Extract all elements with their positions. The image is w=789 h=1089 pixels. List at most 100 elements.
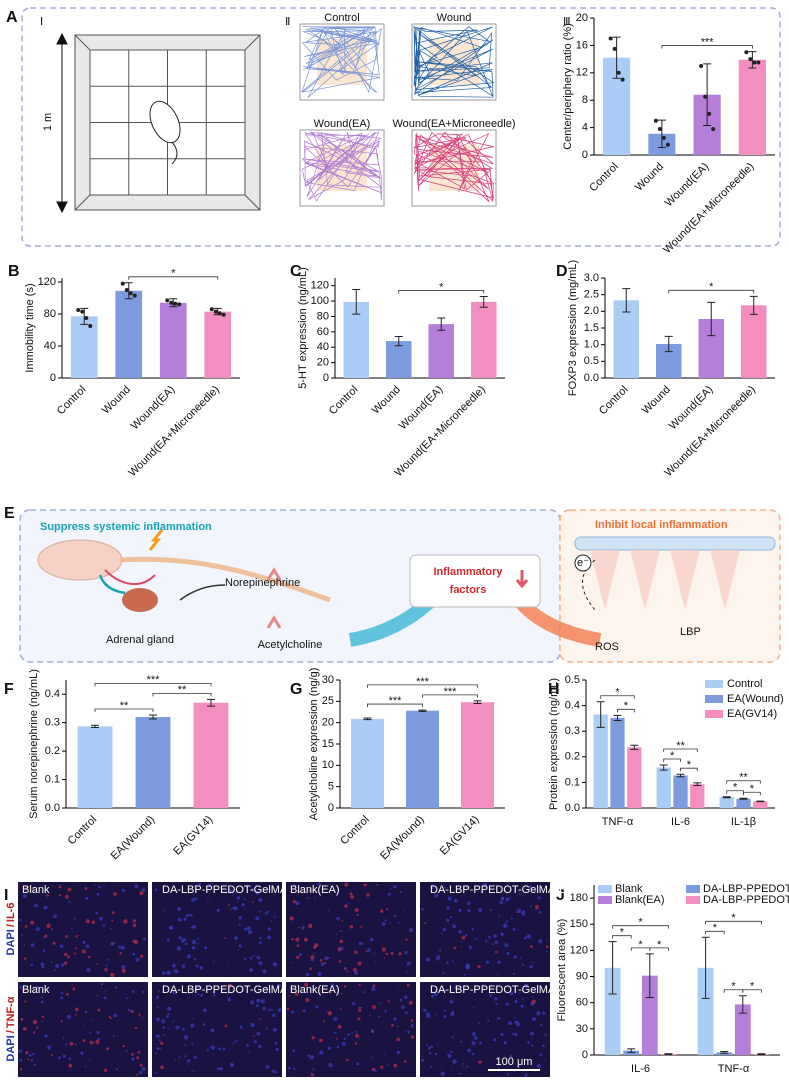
micrograph-texture [250, 888, 255, 892]
micrograph-texture [317, 882, 321, 886]
row-label: DAPI /IL-6 [5, 903, 17, 956]
micrograph-texture [446, 918, 450, 922]
legend-label: EA(GV14) [727, 708, 777, 720]
micrograph-texture [275, 1047, 279, 1052]
micrograph-texture [506, 1073, 509, 1076]
micrograph-texture [95, 911, 99, 915]
micrograph-texture [141, 888, 146, 893]
x-tick-label: Control [66, 814, 100, 848]
error-bar [612, 36, 621, 79]
error-bar [630, 744, 639, 750]
micrograph-texture [197, 942, 199, 945]
panel-letter: F [4, 681, 14, 698]
bar [697, 967, 714, 1055]
micrograph-texture [249, 956, 253, 960]
data-point [756, 60, 761, 65]
micrograph-texture [122, 1045, 125, 1048]
micrograph-texture [104, 968, 108, 972]
micrograph-texture [312, 1068, 315, 1071]
micrograph-texture [256, 955, 261, 960]
micrograph-texture [46, 894, 49, 897]
micrograph-texture [354, 907, 359, 912]
micrograph-texture [113, 892, 117, 896]
micrograph-texture [521, 998, 524, 1000]
significance-bracket [726, 790, 744, 794]
micrograph-texture [432, 884, 435, 888]
micrograph-texture [75, 935, 78, 938]
micrograph-texture [511, 1033, 515, 1036]
x-tick-label: EA(Wound) [378, 814, 427, 863]
micrograph-texture [527, 1041, 530, 1045]
micrograph-texture [100, 987, 103, 989]
micrograph-texture [383, 957, 385, 959]
micrograph-texture [59, 894, 62, 897]
micrograph-texture [23, 943, 25, 946]
significance-label: ** [739, 772, 748, 784]
micrograph-texture [222, 1047, 226, 1051]
significance-bracket [600, 695, 635, 699]
micrograph-texture [405, 1030, 408, 1032]
micrograph-texture [52, 941, 56, 945]
micrograph-texture [202, 1023, 206, 1026]
micrograph-texture [21, 933, 24, 936]
significance-bracket [726, 780, 761, 784]
data-point [703, 94, 708, 99]
micrograph-texture [396, 1050, 401, 1055]
micrograph-texture [542, 1044, 545, 1048]
error-bar [701, 936, 710, 999]
micrograph-texture [183, 917, 187, 921]
micrograph-texture [84, 1010, 88, 1014]
micrograph-texture [132, 923, 137, 927]
significance-bracket [612, 935, 632, 939]
image-label: DA-LBP-PPEDOT-GelMA(EA) [430, 984, 577, 996]
error-bar [739, 797, 748, 800]
micrograph-texture [372, 1005, 376, 1010]
micrograph-texture [75, 947, 78, 950]
micrograph-texture [500, 896, 505, 900]
error-bar [645, 953, 654, 998]
y-tick-label: 16 [576, 39, 588, 51]
micrograph-texture [410, 1035, 415, 1039]
micrograph-texture [94, 884, 96, 886]
error-bar [437, 317, 446, 331]
micrograph-texture [514, 999, 518, 1004]
y-tick-label: 2.0 [584, 305, 599, 317]
scale-label: 1 m [42, 113, 54, 131]
micrograph-texture [351, 1032, 353, 1035]
micrograph-texture [248, 930, 253, 935]
micrograph-texture [18, 918, 22, 922]
micrograph-texture [428, 1052, 432, 1055]
legend-swatch [705, 695, 723, 703]
micrograph-texture [220, 985, 223, 988]
micrograph-texture [271, 1009, 273, 1012]
micrograph-texture [296, 955, 300, 959]
micrograph-texture [251, 901, 254, 903]
micrograph-texture [420, 1058, 424, 1062]
bar [736, 798, 751, 808]
micrograph-texture [200, 993, 204, 997]
micrograph-texture [173, 968, 178, 973]
micrograph-texture [243, 957, 247, 961]
micrograph-texture [442, 927, 447, 932]
micrograph-texture [472, 1032, 475, 1035]
micrograph-texture [36, 1026, 39, 1029]
micrograph-texture [191, 946, 196, 950]
micrograph-texture [155, 1034, 160, 1039]
micrograph-texture [344, 967, 347, 970]
micrograph-texture [398, 922, 401, 924]
micrograph-texture [350, 895, 354, 899]
micrograph-texture [102, 924, 106, 927]
micrograph-texture [190, 1023, 195, 1028]
micrograph-texture [138, 1013, 141, 1016]
y-tick-label: 20 [317, 357, 329, 369]
bar [738, 59, 766, 155]
micrograph-texture [298, 926, 300, 929]
micrograph-texture [239, 1025, 243, 1029]
y-axis-label: Serum norepinephrine (ng/mL) [28, 669, 40, 819]
micrograph-texture [131, 1053, 134, 1056]
micrograph-texture [86, 967, 91, 973]
micrograph-texture [488, 935, 491, 939]
micrograph-texture [267, 935, 272, 940]
micrograph-texture [536, 1063, 541, 1069]
micrograph-texture [466, 1065, 468, 1068]
